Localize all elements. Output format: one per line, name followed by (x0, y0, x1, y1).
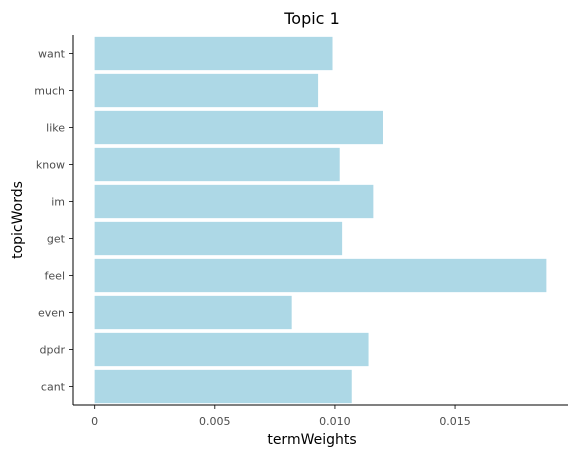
y-tick-label: dpdr (40, 344, 66, 357)
y-tick-label: know (36, 159, 65, 172)
bar-know (94, 147, 340, 182)
bar-even (94, 295, 292, 330)
x-tick-label: 0.005 (199, 415, 231, 428)
bar-like (94, 110, 383, 145)
bars-group (94, 36, 547, 404)
bar-cant (94, 369, 352, 404)
bar-get (94, 221, 343, 256)
y-ticks-group: want much like know im get feel even dpdr cant (34, 48, 73, 394)
chart-title: Topic 1 (283, 9, 340, 28)
x-tick-label: 0.010 (319, 415, 351, 428)
bar-im (94, 184, 374, 219)
y-tick-label: im (51, 196, 65, 209)
y-tick-label: get (47, 233, 66, 246)
y-axis-label: topicWords (10, 181, 26, 259)
y-tick-label: even (38, 307, 65, 320)
y-tick-label: feel (45, 270, 65, 283)
x-tick-label: 0 (91, 415, 98, 428)
y-tick-label: want (38, 48, 66, 61)
bar-want (94, 36, 333, 71)
bar-much (94, 73, 319, 108)
x-axis-label: termWeights (267, 432, 356, 448)
x-ticks-group: 0 0.005 0.010 0.015 (91, 405, 471, 428)
x-tick-label: 0.015 (439, 415, 471, 428)
bar-feel (94, 258, 547, 293)
bar-dpdr (94, 332, 369, 367)
y-tick-label: like (46, 122, 65, 135)
y-tick-label: much (34, 85, 65, 98)
y-tick-label: cant (41, 381, 66, 394)
